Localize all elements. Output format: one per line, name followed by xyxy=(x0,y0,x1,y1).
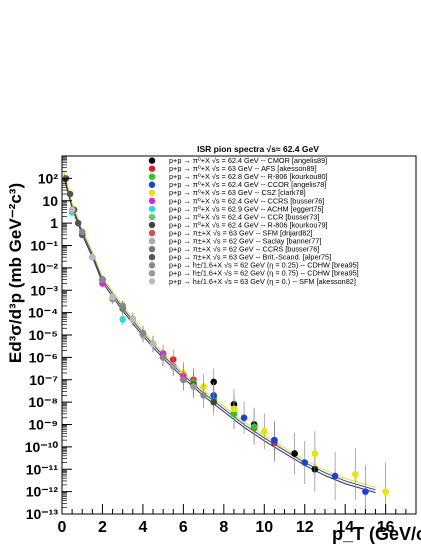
legend-label: p+p → π±+X √s = 63 GeV -- Brit.-Scand. [… xyxy=(169,253,331,262)
y-tick-label: 10 xyxy=(42,193,58,209)
data-point xyxy=(129,316,137,323)
data-point xyxy=(352,470,359,478)
data-point xyxy=(119,316,126,323)
data-point xyxy=(210,378,218,386)
data-point xyxy=(68,206,76,213)
y-tick-label: 10⁻⁴ xyxy=(28,305,58,321)
legend-marker xyxy=(148,213,156,221)
y-axis-title: Ed³σ/d³p (mb GeV⁻²c³) xyxy=(6,183,25,363)
x-tick-label: 12 xyxy=(296,519,314,536)
data-point xyxy=(301,459,309,466)
legend-label: p+p → π⁰+X √s = 62.9 GeV -- ACHM [eggert… xyxy=(169,204,324,213)
data-point xyxy=(382,488,389,495)
x-tick-label: 6 xyxy=(179,519,188,536)
legend-label: p+p → π⁰+X √s = 62.4 GeV -- CCR [busser7… xyxy=(169,212,319,221)
legend-marker xyxy=(148,245,156,253)
legend-marker xyxy=(148,221,156,229)
data-point xyxy=(200,392,207,399)
data-point xyxy=(89,253,96,261)
x-tick-label: 0 xyxy=(58,519,67,536)
legend-label: p+p → π⁰+X √s = 62.4 GeV -- CCRS [busser… xyxy=(169,196,324,205)
data-point xyxy=(331,472,339,480)
data-point xyxy=(109,293,116,301)
legend-label: p+p → π⁰+X √s = 62.8 GeV -- R-806 [kourk… xyxy=(169,172,328,181)
legend-label: p+p → π⁰+X √s = 63 GeV -- CSZ [clark78] xyxy=(169,188,306,197)
data-point xyxy=(210,398,218,406)
x-tick-label: 2 xyxy=(98,519,107,536)
data-point xyxy=(149,340,157,348)
legend-label: p+p → π±+X √s = 62 GeV -- Saclay [banner… xyxy=(169,237,321,246)
y-tick-label: 10⁻¹³ xyxy=(26,506,59,522)
chart-title: ISR pion spectra √s≈ 62.4 GeV xyxy=(197,144,319,154)
data-point xyxy=(169,362,177,370)
data-point xyxy=(159,354,167,361)
x-tick-label: 14 xyxy=(336,519,354,536)
y-tick-label: 10⁻⁹ xyxy=(28,417,58,433)
data-point xyxy=(66,190,74,198)
y-tick-label: 10² xyxy=(38,170,59,186)
data-point xyxy=(271,436,278,444)
data-point xyxy=(260,427,268,435)
y-tick-label: 10⁻⁷ xyxy=(29,372,58,388)
legend-label: p+p → π±+X √s = 62 GeV -- CCRS [busser76… xyxy=(169,245,319,254)
y-tick-label: 10⁻⁸ xyxy=(28,394,58,410)
legend-label: p+p → h±/1.6+X √s = 62 GeV (η = 0.75) --… xyxy=(169,269,359,278)
y-tick-label: 10⁻³ xyxy=(30,282,58,298)
y-tick-label: 10⁻⁶ xyxy=(29,349,58,365)
data-point xyxy=(362,488,369,495)
legend-marker xyxy=(148,197,156,205)
legend-marker xyxy=(148,173,156,180)
legend-marker xyxy=(148,189,156,196)
y-tick-label: 10⁻² xyxy=(30,260,58,276)
legend-label: p+p → π⁰+X √s = 62.4 GeV -- CCOR [angeli… xyxy=(169,180,326,189)
y-tick-label: 10⁻¹¹ xyxy=(26,461,59,477)
data-point xyxy=(119,302,126,310)
x-tick-label: 4 xyxy=(138,519,147,536)
data-point xyxy=(240,414,248,422)
legend-marker xyxy=(148,237,156,245)
legend-label: p+p → π⁰+X √s = 62.4 GeV -- CMOR [angeli… xyxy=(169,156,327,165)
legend-label: p+p → h±/1.6+X √s = 63 GeV (η = 0.) -- S… xyxy=(169,277,356,286)
x-tick-label: 10 xyxy=(255,519,273,536)
data-point xyxy=(291,450,298,457)
x-tick-label: 16 xyxy=(377,519,395,536)
legend-marker xyxy=(148,270,156,277)
y-tick-label: 10⁻¹ xyxy=(30,238,58,254)
legend: p+p → π⁰+X √s = 62.4 GeV -- CMOR [angeli… xyxy=(148,156,359,286)
data-point xyxy=(74,219,82,227)
legend-marker xyxy=(148,157,156,164)
legend-marker xyxy=(148,254,156,261)
data-points xyxy=(62,175,389,514)
y-tick-label: 10⁻⁵ xyxy=(28,327,58,343)
legend-marker xyxy=(148,278,156,285)
legend-marker xyxy=(148,262,156,269)
x-tick-label: 8 xyxy=(219,519,228,536)
data-point xyxy=(311,450,319,457)
data-point xyxy=(139,329,147,337)
data-point xyxy=(250,423,258,430)
axes: 0 2 4 6 8 10 12 14 16 10⁻¹³ 10⁻¹² 10⁻¹¹ 10⁻¹⁰ 10⁻⁹ 10⁻… xyxy=(25,156,417,536)
legend-marker xyxy=(148,181,156,188)
legend-marker xyxy=(148,229,156,237)
data-point xyxy=(99,276,106,283)
data-point xyxy=(190,383,197,390)
legend-marker xyxy=(148,165,156,172)
legend-label: p+p → π⁰+X √s = 62.4 GeV -- R-806 [kourk… xyxy=(169,220,328,229)
y-tick-label: 1 xyxy=(50,215,58,231)
data-point xyxy=(230,405,238,413)
legend-label: p+p → π⁰+X √s = 63 GeV -- AFS [akesson89… xyxy=(169,164,317,173)
legend-label: p+p → h±/1.6+X √s = 62 GeV (η = 0.25) --… xyxy=(169,261,359,270)
y-tick-label: 10⁻¹² xyxy=(26,484,59,500)
legend-label: p+p → π±+X √s = 63 GeV -- SFM [drijard82… xyxy=(169,228,312,237)
legend-marker xyxy=(148,205,156,213)
data-point xyxy=(78,228,86,236)
data-point xyxy=(180,376,187,384)
x-axis-title: p_T (GeV/c) xyxy=(332,524,421,544)
y-tick-label: 10⁻¹⁰ xyxy=(25,439,59,455)
